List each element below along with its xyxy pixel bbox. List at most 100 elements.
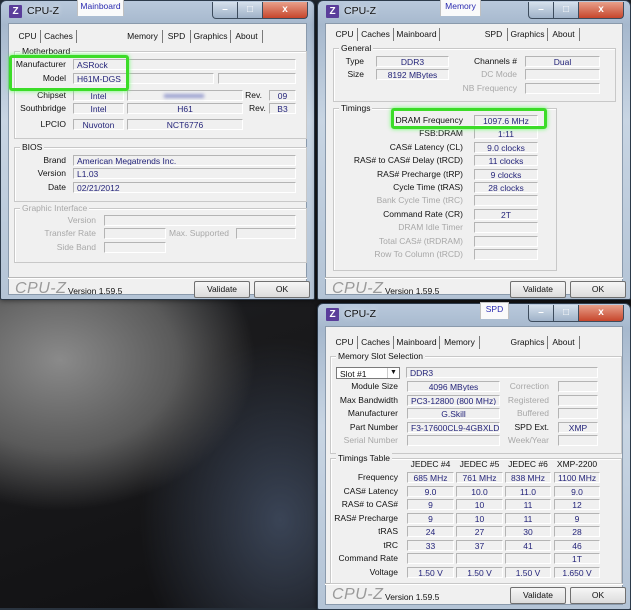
tab-cpu[interactable]: CPU xyxy=(332,336,358,349)
nb-frequency-field xyxy=(525,83,600,94)
gi-side-band-field xyxy=(104,242,166,253)
cpuz-logo: CPU-Z xyxy=(332,586,384,603)
spd-slot-module-size: 4096 MBytes xyxy=(407,381,500,392)
tab-cpu[interactable]: CPU xyxy=(15,30,41,43)
spd-timings-table-rows-1-label: CAS# Latency xyxy=(343,485,398,496)
memory-timings-rows-3-value: 11 clocks xyxy=(474,155,538,167)
slot-select[interactable]: Slot #1 ▼ xyxy=(336,367,400,379)
tab-spd[interactable]: SPD xyxy=(163,30,191,43)
mainboard-motherboard-model: H61M-DGS xyxy=(73,73,214,84)
mainboard-motherboard-rev-label: Rev. xyxy=(245,90,262,100)
tab-about[interactable]: About xyxy=(548,28,580,41)
timing-cell: 1100 MHz xyxy=(554,472,600,483)
tab-caches[interactable]: Caches xyxy=(41,30,77,43)
tab-mainboard[interactable]: Mainboard xyxy=(77,0,124,16)
slot-select-value: Slot #1 xyxy=(340,369,367,379)
timing-cell: 761 MHz xyxy=(456,472,503,483)
tab-spd[interactable]: SPD xyxy=(480,302,509,319)
spd-slot-type: DDR3 xyxy=(406,367,598,378)
mainboard-bios-brand-label: Brand xyxy=(43,155,66,165)
memory-timings-rows-5-value: 28 clocks xyxy=(474,182,538,193)
validate-button[interactable]: Validate xyxy=(510,587,566,604)
tab-cpu[interactable]: CPU xyxy=(332,28,358,41)
timing-cell: 1.50 V xyxy=(407,566,454,578)
tab-mainboard[interactable]: Mainboard xyxy=(394,28,440,41)
spd-timings-table-legend: Timings Table xyxy=(336,453,392,463)
mainboard-bios-version-label: Version xyxy=(37,168,66,178)
memory-general-size-label: Size xyxy=(347,69,364,79)
mainboard-motherboard-legend: Motherboard xyxy=(20,46,73,56)
tab-memory[interactable]: Memory xyxy=(440,0,481,16)
memory-general-type: DDR3 xyxy=(376,56,449,67)
maximize-button[interactable]: □ xyxy=(553,305,579,322)
close-button[interactable]: x xyxy=(262,2,308,19)
mainboard-motherboard-southbridge-vendor: Intel xyxy=(73,103,124,114)
close-button[interactable]: x xyxy=(578,305,624,322)
spd-slot-legend: Memory Slot Selection xyxy=(336,351,426,361)
mainboard-motherboard-lpcio-label: LPCIO xyxy=(40,119,66,129)
mainboard-bios-brand: American Megatrends Inc. xyxy=(73,155,296,166)
footer-divider xyxy=(325,583,623,585)
validate-button[interactable]: Validate xyxy=(510,281,566,298)
timing-cell xyxy=(505,553,551,564)
spd-timings-table-rows-3-label: RAS# Precharge xyxy=(334,512,398,523)
mainboard-graphic-interface-legend: Graphic Interface xyxy=(20,203,90,213)
chevron-down-icon[interactable]: ▼ xyxy=(387,368,399,378)
mainboard-graphic-interface-version-label: Version xyxy=(67,215,96,225)
validate-button[interactable]: Validate xyxy=(194,281,250,298)
memory-timings-legend: Timings xyxy=(339,103,373,113)
mainboard-motherboard-southbridge-model: H61 xyxy=(127,103,243,114)
timing-cell: 11.0 xyxy=(505,485,551,497)
tab-mainboard[interactable]: Mainboard xyxy=(394,336,440,349)
gi-version-field xyxy=(104,215,296,226)
column-header: JEDEC #4 xyxy=(410,459,451,469)
chipset-model-field xyxy=(127,90,243,101)
window-title: CPU-Z xyxy=(344,308,377,320)
tab-caches[interactable]: Caches xyxy=(358,336,394,349)
minimize-button[interactable]: – xyxy=(528,2,554,19)
timing-cell: 1.50 V xyxy=(456,566,503,578)
window-title: CPU-Z xyxy=(344,5,377,17)
ok-button[interactable]: OK xyxy=(254,281,310,298)
model-extra-field xyxy=(218,73,296,84)
close-button[interactable]: x xyxy=(578,2,624,19)
memory-timings-rows-0-value: 1097.6 MHz xyxy=(474,115,538,126)
mainboard-graphic-interface-legend-group: Graphic Interface xyxy=(14,203,307,263)
maximize-button[interactable]: □ xyxy=(553,2,579,19)
memory-timings-rows-6-label: Bank Cycle Time (tRC) xyxy=(376,195,463,206)
column-header: JEDEC #5 xyxy=(459,459,500,469)
ok-button[interactable]: OK xyxy=(570,587,626,604)
footer-divider xyxy=(325,277,623,279)
tab-graphics[interactable]: Graphics xyxy=(508,28,548,41)
tab-graphics[interactable]: Graphics xyxy=(191,30,231,43)
version-text: Version 1.59.5 xyxy=(68,286,123,296)
spd-timings-table-rows-0-label: Frequency xyxy=(357,472,398,482)
memory-general-size: 8192 MBytes xyxy=(376,69,449,80)
minimize-button[interactable]: – xyxy=(212,2,238,19)
spd-slot-correction-label: Correction xyxy=(509,381,549,391)
mainboard-motherboard-chipset-label: Chipset xyxy=(37,90,66,100)
tab-memory[interactable]: Memory xyxy=(440,336,480,349)
tab-about[interactable]: About xyxy=(231,30,263,43)
tab-graphics[interactable]: Graphics xyxy=(508,336,548,349)
cpuz-logo: CPU-Z xyxy=(15,280,67,297)
mainboard-motherboard-lpcio-vendor: Nuvoton xyxy=(73,119,124,130)
ok-button[interactable]: OK xyxy=(570,281,626,298)
mainboard-motherboard-manufacturer: ASRock xyxy=(73,59,296,70)
memory-timings-rows-4-value: 9 clocks xyxy=(474,168,538,180)
cpuz-window-spd: Z CPU-Z x □ – CPU Caches Mainboard Memory SPD Grap… xyxy=(317,302,631,610)
week-year-field xyxy=(558,435,598,446)
tab-memory[interactable]: Memory xyxy=(123,30,163,43)
timing-cell: 24 xyxy=(407,526,454,537)
timing-cell: 11 xyxy=(505,499,551,510)
timing-cell: 10.0 xyxy=(456,485,503,497)
spd-timings-table-rows-2-label: RAS# to CAS# xyxy=(341,499,398,509)
tab-caches[interactable]: Caches xyxy=(358,28,394,41)
mainboard-bios-date: 02/21/2012 xyxy=(73,182,296,193)
maximize-button[interactable]: □ xyxy=(237,2,263,19)
mainboard-motherboard-legend-group: Motherboard xyxy=(14,46,307,139)
tab-about[interactable]: About xyxy=(548,336,580,349)
tab-spd[interactable]: SPD xyxy=(480,28,508,41)
cpuz-app-icon: Z xyxy=(326,5,339,18)
minimize-button[interactable]: – xyxy=(528,305,554,322)
